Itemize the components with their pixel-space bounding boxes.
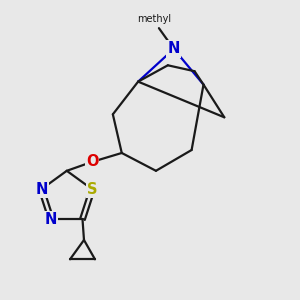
Text: methyl: methyl (137, 14, 172, 24)
Text: N: N (45, 212, 57, 227)
Text: N: N (35, 182, 47, 197)
Text: S: S (87, 182, 98, 197)
Text: N: N (168, 41, 180, 56)
Text: O: O (86, 154, 98, 169)
